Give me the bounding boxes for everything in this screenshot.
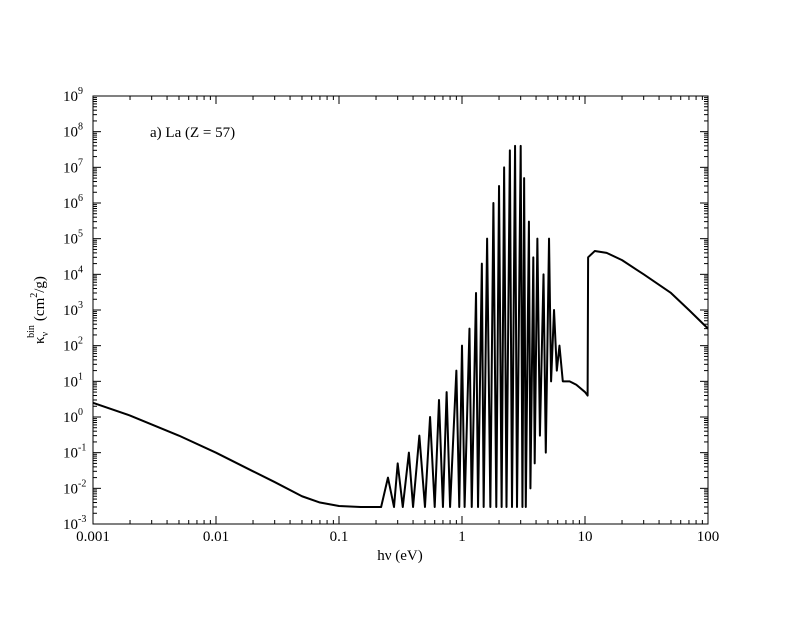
- y-tick-base: 10: [63, 125, 78, 141]
- y-tick-exponent: -3: [78, 514, 86, 525]
- x-tick-label: 1: [458, 529, 466, 545]
- y-tick-label: 105: [63, 229, 83, 248]
- x-tick-label: 100: [697, 529, 720, 545]
- y-tick-label: 106: [63, 193, 83, 212]
- y-tick-label: 100: [63, 407, 83, 426]
- y-tick-exponent: 5: [78, 229, 83, 240]
- y-tick-label: 102: [63, 336, 83, 355]
- y-label-subscript: ν: [40, 331, 51, 336]
- y-tick-label: 109: [63, 86, 83, 105]
- y-axis-label: κνbin (cm2/g): [26, 276, 51, 344]
- y-tick-base: 10: [63, 303, 78, 319]
- y-tick-label: 108: [63, 122, 83, 141]
- y-label-unit: (cm: [32, 297, 48, 321]
- y-tick-label: 10-2: [63, 478, 86, 497]
- y-tick-label: 104: [63, 264, 83, 283]
- y-label-unit-end: /g): [32, 276, 48, 293]
- y-tick-label: 10-3: [63, 514, 86, 533]
- annotation: a) La (Z = 57): [150, 125, 235, 141]
- plot-frame: [92, 95, 709, 525]
- y-tick-base: 10: [63, 339, 78, 355]
- y-tick-exponent: -2: [78, 478, 86, 489]
- y-tick-base: 10: [63, 410, 78, 426]
- y-tick-exponent: 6: [78, 193, 83, 204]
- x-tick-label: 0.1: [330, 529, 349, 545]
- y-tick-base: 10: [63, 481, 78, 497]
- y-tick-base: 10: [63, 232, 78, 248]
- x-tick-label: 0.01: [203, 529, 229, 545]
- x-tick-label: 0.001: [76, 529, 110, 545]
- y-tick-exponent: 1: [78, 371, 83, 382]
- y-tick-base: 10: [63, 374, 78, 390]
- x-tick-label: 10: [578, 529, 593, 545]
- y-tick-exponent: 2: [78, 336, 83, 347]
- y-tick-exponent: 8: [78, 122, 83, 133]
- y-tick-base: 10: [63, 446, 78, 462]
- data-line: [92, 144, 709, 508]
- y-tick-label: 107: [63, 157, 83, 176]
- y-tick-exponent: 4: [78, 264, 83, 275]
- y-tick-base: 10: [63, 267, 78, 283]
- y-tick-base: 10: [63, 517, 78, 533]
- y-tick-base: 10: [63, 196, 78, 212]
- x-axis-label: hν (eV): [377, 548, 423, 564]
- y-tick-base: 10: [63, 160, 78, 176]
- y-tick-exponent: 9: [78, 86, 83, 97]
- y-tick-exponent: 3: [78, 300, 83, 311]
- y-tick-label: 10-1: [63, 443, 86, 462]
- y-label-superscript: bin: [26, 325, 37, 338]
- y-tick-exponent: 7: [78, 157, 83, 168]
- y-tick-label: 101: [63, 371, 83, 390]
- y-label-unit-power: 2: [29, 293, 40, 298]
- y-tick-exponent: -1: [78, 443, 86, 454]
- y-tick-label: 103: [63, 300, 83, 319]
- y-tick-base: 10: [63, 89, 78, 105]
- y-tick-exponent: 0: [78, 407, 83, 418]
- y-label-symbol: κ: [32, 336, 48, 344]
